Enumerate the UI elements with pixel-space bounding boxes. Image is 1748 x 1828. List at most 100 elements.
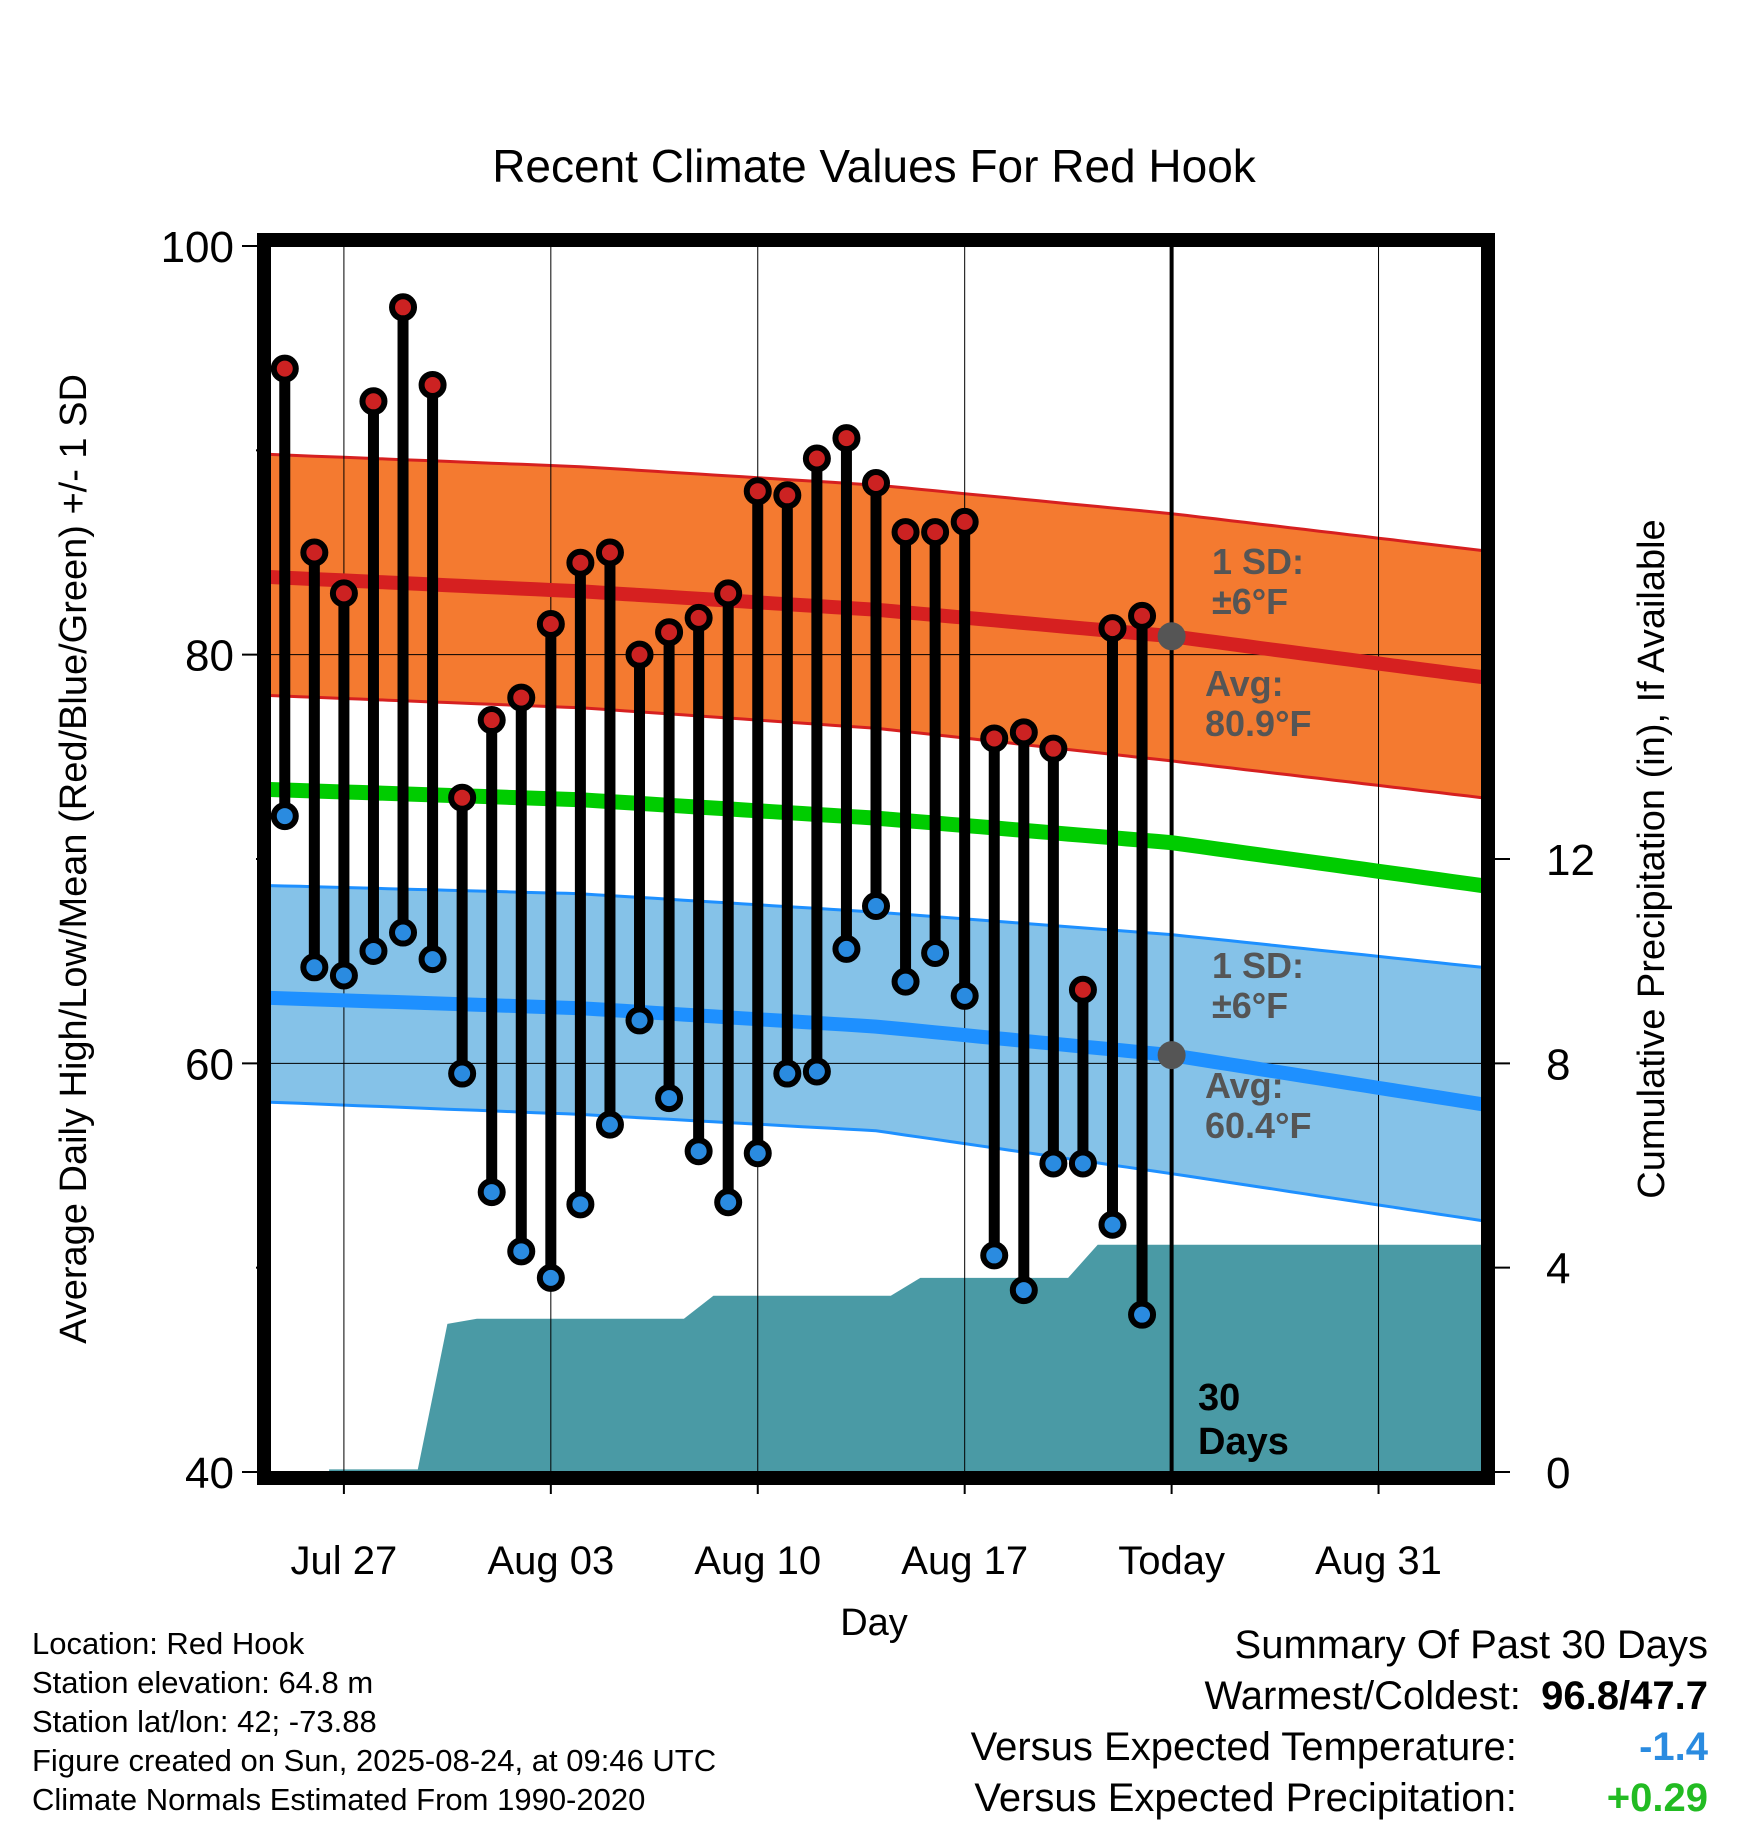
x-tick-label: Today bbox=[1118, 1539, 1225, 1583]
temp-anomaly-label: Versus Expected Temperature: bbox=[970, 1725, 1517, 1769]
days-count-number: 30 bbox=[1198, 1377, 1240, 1419]
y-tick-label: 40 bbox=[185, 1449, 234, 1498]
y2-tick-label: 12 bbox=[1546, 836, 1595, 885]
x-tick-label: Jul 27 bbox=[291, 1539, 398, 1583]
low-avg-value: 60.4°F bbox=[1205, 1105, 1311, 1146]
x-axis-label: Day bbox=[840, 1602, 908, 1644]
warmest-coldest-row: Warmest/Coldest: 96.8/47.7 bbox=[971, 1671, 1709, 1722]
x-tick-label: Aug 17 bbox=[901, 1539, 1028, 1583]
daily-low-point bbox=[329, 961, 358, 990]
daily-low-point bbox=[802, 1057, 831, 1086]
daily-low-point bbox=[773, 1059, 802, 1088]
daily-high-point bbox=[270, 354, 299, 383]
daily-low-point bbox=[921, 938, 950, 967]
high-avg-value: 80.9°F bbox=[1205, 703, 1311, 744]
precip-anomaly-label: Versus Expected Precipitation: bbox=[974, 1776, 1517, 1820]
precip-anomaly-row: Versus Expected Precipitation: +0.29 bbox=[971, 1773, 1708, 1824]
y2-axis-label: Cumulative Precipitation (in), If Availa… bbox=[1631, 519, 1673, 1198]
daily-low-point bbox=[1009, 1276, 1038, 1305]
daily-low-point bbox=[477, 1178, 506, 1207]
daily-high-point bbox=[359, 387, 388, 416]
daily-high-point bbox=[832, 424, 861, 453]
daily-low-point bbox=[536, 1263, 565, 1292]
daily-high-point bbox=[389, 293, 418, 322]
daily-high-point bbox=[891, 518, 920, 547]
daily-low-point bbox=[595, 1110, 624, 1139]
created-text: Figure created on Sun, 2025-08-24, at 09… bbox=[32, 1743, 717, 1778]
daily-high-point bbox=[743, 477, 772, 506]
daily-low-point bbox=[300, 953, 329, 982]
daily-high-point bbox=[773, 481, 802, 510]
daily-low-point bbox=[448, 1059, 477, 1088]
low-sd-lower-line bbox=[270, 1100, 1482, 1223]
daily-high-point bbox=[1039, 734, 1068, 763]
precip-area bbox=[329, 1244, 1482, 1472]
summary-title: Summary Of Past 30 Days bbox=[1234, 1623, 1708, 1667]
high-avg-label: Avg: bbox=[1205, 663, 1284, 704]
daily-low-point bbox=[418, 945, 447, 974]
y-tick-label: 100 bbox=[161, 223, 234, 272]
warmest-value: 96.8 bbox=[1541, 1674, 1620, 1718]
temp-anomaly-value: -1.4 bbox=[1639, 1725, 1708, 1769]
daily-high-point bbox=[1128, 601, 1157, 630]
high-avg-marker bbox=[1157, 622, 1186, 651]
high-sd-label: 1 SD: bbox=[1212, 541, 1304, 582]
y2-tick-label: 4 bbox=[1546, 1245, 1570, 1294]
daily-high-point bbox=[980, 724, 1009, 753]
daily-low-point bbox=[832, 934, 861, 963]
low-sd-label: 1 SD: bbox=[1212, 945, 1304, 986]
daily-high-point bbox=[1098, 614, 1127, 643]
elevation-text: Station elevation: 64.8 m bbox=[32, 1665, 374, 1700]
daily-high-point bbox=[329, 579, 358, 608]
daily-low-point bbox=[1068, 1149, 1097, 1178]
daily-low-point bbox=[862, 891, 890, 920]
high-sd-value: ±6°F bbox=[1212, 581, 1288, 622]
daily-high-point bbox=[477, 706, 506, 735]
daily-high-point bbox=[595, 538, 624, 567]
y2-tick-label: 0 bbox=[1546, 1449, 1570, 1498]
low-sd-value: ±6°F bbox=[1212, 985, 1288, 1026]
y-axis-label: Average Daily High/Low/Mean (Red/Blue/Gr… bbox=[53, 374, 95, 1344]
daily-low-point bbox=[891, 967, 920, 996]
daily-high-point bbox=[566, 548, 595, 577]
daily-high-point bbox=[1009, 718, 1038, 747]
daily-high-point bbox=[862, 469, 890, 498]
normals-text: Climate Normals Estimated From 1990-2020 bbox=[32, 1782, 646, 1817]
daily-high-point bbox=[950, 507, 979, 536]
daily-high-point bbox=[418, 370, 447, 399]
days-count-label: Days bbox=[1198, 1421, 1289, 1463]
daily-low-point bbox=[714, 1188, 743, 1217]
daily-low-point bbox=[684, 1137, 713, 1166]
daily-low-point bbox=[1128, 1300, 1157, 1329]
daily-low-point bbox=[1098, 1210, 1127, 1239]
daily-high-point bbox=[655, 618, 684, 647]
daily-high-point bbox=[802, 444, 831, 473]
daily-high-point bbox=[1068, 975, 1097, 1004]
low-avg-line bbox=[270, 990, 1482, 1112]
daily-high-point bbox=[714, 579, 743, 608]
latlon-text: Station lat/lon: 42; -73.88 bbox=[32, 1704, 377, 1739]
precip-anomaly-value: +0.29 bbox=[1606, 1776, 1708, 1820]
daily-low-point bbox=[359, 936, 388, 965]
daily-low-point bbox=[743, 1139, 772, 1168]
daily-low-point bbox=[625, 1006, 654, 1035]
summary-panel: Summary Of Past 30 Days Warmest/Coldest:… bbox=[971, 1620, 1708, 1824]
daily-low-point bbox=[270, 802, 299, 831]
coldest-value: 47.7 bbox=[1630, 1674, 1708, 1718]
x-tick-label: Aug 10 bbox=[694, 1539, 821, 1583]
daily-high-point bbox=[536, 610, 565, 639]
daily-high-point bbox=[684, 603, 713, 632]
y-tick-label: 60 bbox=[185, 1040, 234, 1089]
daily-low-point bbox=[566, 1190, 595, 1219]
warmest-coldest-value: 96.8/47.7 bbox=[1541, 1674, 1708, 1718]
daily-low-point bbox=[507, 1237, 536, 1266]
temp-anomaly-row: Versus Expected Temperature: -1.4 bbox=[971, 1722, 1708, 1773]
location-text: Location: Red Hook bbox=[32, 1626, 305, 1661]
chart-title: Recent Climate Values For Red Hook bbox=[492, 140, 1257, 192]
low-sd-band bbox=[270, 885, 1482, 1221]
daily-low-point bbox=[655, 1084, 684, 1113]
x-tick-label: Aug 03 bbox=[487, 1539, 614, 1583]
warmest-coldest-label: Warmest/Coldest: bbox=[1204, 1674, 1521, 1718]
daily-high-point bbox=[448, 783, 477, 812]
